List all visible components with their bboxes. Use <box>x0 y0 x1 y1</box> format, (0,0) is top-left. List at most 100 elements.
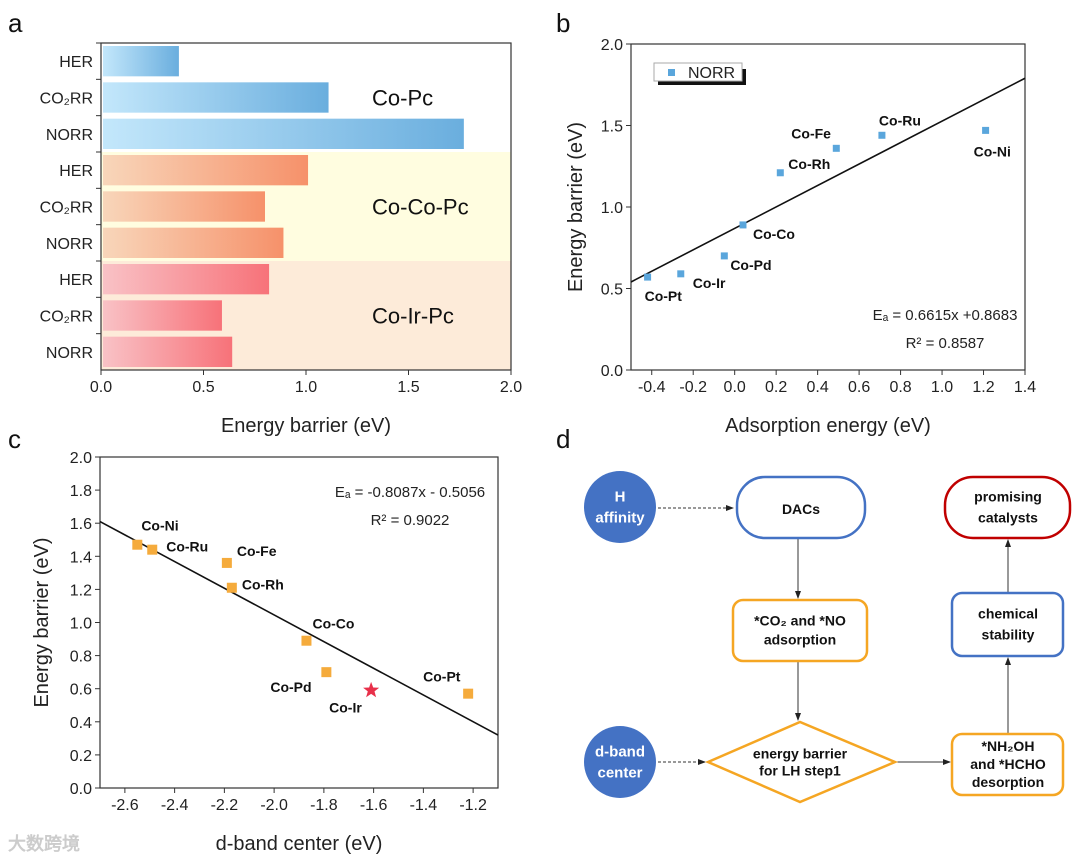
category-label: HER <box>59 272 93 289</box>
bar-co-co-pc-1 <box>103 191 265 222</box>
x-tick-label: 0.8 <box>889 379 911 396</box>
x-tick-label: 1.0 <box>295 379 317 396</box>
x-tick-label: -1.2 <box>459 797 487 814</box>
panel-a-bar-chart: HER CO₂RR NORR Co-Pc HER CO₂RR NORR Co-Co-Pc HER… <box>40 42 522 437</box>
watermark: 大数跨境 <box>8 833 80 855</box>
point-label: Co-Ir <box>329 699 362 715</box>
panel-label-d: d <box>556 424 570 454</box>
data-point-co-rh <box>226 582 237 593</box>
y-axis-title: Energy barrier (eV) <box>565 122 587 292</box>
panel-b-scatter-chart: -0.4 -0.2 0.0 0.2 0.4 0.6 0.8 1.0 1.2 1.4 0.0 0.5 1.… <box>565 37 1036 437</box>
point-label: Co-Ni <box>974 143 1011 159</box>
flow-text: chemical <box>978 606 1038 622</box>
flow-text: affinity <box>595 510 645 527</box>
bar-co-pc-1 <box>103 82 329 113</box>
x-tick-label: 0.5 <box>192 379 214 396</box>
category-label: NORR <box>46 236 93 253</box>
data-point-co-pd <box>720 252 728 260</box>
data-point-co-rh <box>776 169 784 177</box>
r-squared: R² = 0.9022 <box>371 512 450 529</box>
flow-text: d-band <box>595 744 645 761</box>
x-tick-label: -2.4 <box>161 797 189 814</box>
data-point-co-ni <box>132 539 143 550</box>
y-tick-label: 0.4 <box>70 715 92 732</box>
x-tick-label: 1.0 <box>931 379 953 396</box>
x-tick-label: -0.2 <box>679 379 707 396</box>
y-tick-label: 1.6 <box>70 516 92 533</box>
x-tick-label: 0.2 <box>765 379 787 396</box>
bar-co-ir-pc-2 <box>103 336 233 367</box>
flow-text: adsorption <box>764 632 836 648</box>
x-tick-label: 0.0 <box>90 379 112 396</box>
y-tick-label: 0.8 <box>70 649 92 666</box>
point-label: Co-Co <box>312 616 354 632</box>
point-label: Co-Pt <box>645 288 683 304</box>
legend-box <box>653 62 743 82</box>
flow-text: *NH₂OH <box>982 738 1035 754</box>
data-point-co-fe <box>221 557 232 568</box>
flow-text: *CO₂ and *NO <box>754 613 846 629</box>
point-label: Co-Co <box>753 226 795 242</box>
point-label: Co-Ru <box>879 112 921 128</box>
category-label: CO₂RR <box>40 200 93 217</box>
flow-text: desorption <box>972 774 1044 790</box>
point-label: Co-Pt <box>423 669 461 685</box>
x-tick-label: -1.4 <box>410 797 438 814</box>
bar-co-pc-2 <box>103 118 464 149</box>
y-tick-label: 1.8 <box>70 483 92 500</box>
category-label: CO₂RR <box>40 309 93 326</box>
group-label: Co-Pc <box>372 86 433 111</box>
x-tick-label: -0.4 <box>638 379 666 396</box>
flow-text: center <box>597 765 642 782</box>
dacs-node <box>735 475 867 540</box>
category-label: NORR <box>46 127 93 144</box>
data-point-co-pt <box>463 688 474 699</box>
point-label: Co-Fe <box>791 125 831 141</box>
point-label: Co-Pd <box>730 257 771 273</box>
fit-equation: Eₐ = -0.8087x - 0.5056 <box>335 484 485 501</box>
y-tick-label: 1.0 <box>601 200 623 217</box>
y-tick-label: 0.0 <box>601 363 623 380</box>
energy-barrier-node <box>704 720 899 804</box>
y-tick-label: 0.5 <box>601 282 623 299</box>
point-label: Co-Ru <box>166 539 208 555</box>
x-axis-title: d-band center (eV) <box>216 833 383 855</box>
y-tick-label: 1.4 <box>70 549 92 566</box>
point-label: Co-Ni <box>141 518 178 534</box>
desorption-node <box>950 732 1065 797</box>
y-tick-label: 0.2 <box>70 748 92 765</box>
panel-label-a: a <box>8 8 23 38</box>
point-label: Co-Ir <box>693 275 726 291</box>
flow-text: and *HCHO <box>970 756 1046 772</box>
x-tick-label: 1.5 <box>397 379 419 396</box>
promising-catalysts-node <box>943 475 1072 540</box>
x-tick-label: 0.6 <box>848 379 870 396</box>
x-tick-label: 0.4 <box>807 379 829 396</box>
y-tick-label: 2.0 <box>601 37 623 54</box>
panel-label-b: b <box>556 8 570 38</box>
data-point-co-pd <box>321 667 332 678</box>
chemical-stability-node <box>950 591 1065 658</box>
fit-line <box>630 77 1026 283</box>
bar-co-co-pc-2 <box>103 227 284 258</box>
y-tick-label: 0.6 <box>70 682 92 699</box>
y-axis-title: Energy barrier (eV) <box>31 537 53 707</box>
flow-text: H <box>615 489 626 506</box>
data-point-co-pt <box>644 273 652 281</box>
legend-label: NORR <box>688 65 735 82</box>
y-tick-label: 2.0 <box>70 450 92 467</box>
x-tick-label: 1.2 <box>972 379 994 396</box>
point-label: Co-Rh <box>242 577 284 593</box>
point-label: Co-Pd <box>270 679 311 695</box>
legend-marker <box>668 69 675 76</box>
x-axis-title: Energy barrier (eV) <box>221 415 391 437</box>
data-point-co-co <box>301 635 312 646</box>
d-band-center-node <box>584 726 656 798</box>
y-tick-label: 1.2 <box>70 582 92 599</box>
group-label: Co-Co-Pc <box>372 195 469 220</box>
x-tick-label: -2.0 <box>260 797 288 814</box>
data-point-co-ni <box>982 126 990 134</box>
x-tick-label: -2.2 <box>211 797 239 814</box>
point-label: Co-Rh <box>788 156 830 172</box>
y-tick-label: 0.0 <box>70 781 92 798</box>
